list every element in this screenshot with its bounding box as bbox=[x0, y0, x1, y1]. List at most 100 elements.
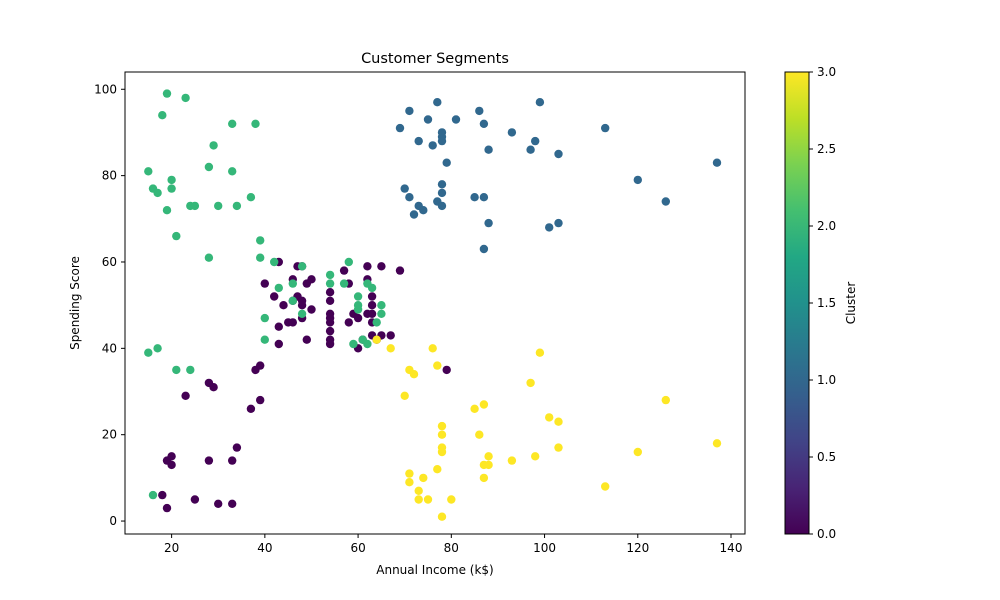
data-point-cluster-0 bbox=[307, 305, 316, 314]
data-point-cluster-2 bbox=[353, 305, 363, 314]
data-point-cluster-3 bbox=[433, 361, 442, 370]
data-point-cluster-2 bbox=[325, 279, 335, 288]
data-point-cluster-2 bbox=[344, 257, 353, 267]
data-point-cluster-1 bbox=[437, 180, 447, 189]
data-point-cluster-2 bbox=[232, 201, 242, 211]
data-point-cluster-2 bbox=[288, 296, 297, 305]
data-point-cluster-0 bbox=[228, 456, 237, 465]
data-point-cluster-1 bbox=[414, 136, 423, 146]
colorbar-tick-label: 2.5 bbox=[817, 142, 836, 156]
data-point-cluster-0 bbox=[209, 383, 218, 392]
data-point-cluster-3 bbox=[437, 421, 447, 431]
data-point-cluster-0 bbox=[325, 318, 335, 327]
data-point-cluster-2 bbox=[209, 141, 218, 150]
colorbar-label: Cluster bbox=[844, 282, 858, 325]
data-point-cluster-2 bbox=[172, 231, 181, 241]
data-point-cluster-2 bbox=[353, 292, 363, 301]
colorbar-tick-label: 2.0 bbox=[817, 219, 836, 233]
data-point-cluster-2 bbox=[349, 339, 358, 349]
x-tick-label: 120 bbox=[626, 541, 649, 555]
x-tick-label: 60 bbox=[350, 541, 365, 555]
data-point-cluster-2 bbox=[297, 309, 307, 318]
data-point-cluster-3 bbox=[447, 495, 456, 504]
data-point-cluster-1 bbox=[437, 136, 447, 146]
data-point-cluster-2 bbox=[190, 201, 200, 211]
data-point-cluster-2 bbox=[339, 279, 349, 288]
data-point-cluster-0 bbox=[297, 301, 307, 310]
data-point-cluster-0 bbox=[325, 326, 335, 336]
data-point-cluster-2 bbox=[260, 335, 269, 344]
data-point-cluster-3 bbox=[545, 413, 554, 422]
data-point-cluster-1 bbox=[451, 115, 461, 124]
data-point-cluster-1 bbox=[554, 149, 563, 159]
data-point-cluster-3 bbox=[405, 478, 414, 487]
chart-title: Customer Segments bbox=[361, 51, 509, 67]
data-point-cluster-1 bbox=[526, 145, 535, 154]
colorbar-ticks: 0.0 0.5 1.0 1.5 2.0 2.5 3.0 bbox=[809, 65, 836, 541]
y-axis-label: Spending Score bbox=[68, 256, 82, 350]
data-point-cluster-0 bbox=[302, 335, 311, 344]
data-point-cluster-2 bbox=[148, 490, 158, 500]
data-point-cluster-3 bbox=[535, 348, 545, 357]
data-point-cluster-2 bbox=[204, 253, 214, 262]
x-axis-label: Annual Income (k$) bbox=[376, 563, 493, 577]
y-tick-label: 80 bbox=[102, 169, 117, 183]
data-point-cluster-2 bbox=[228, 119, 237, 128]
data-point-cluster-1 bbox=[437, 188, 447, 198]
data-point-cluster-1 bbox=[470, 193, 479, 202]
data-point-cluster-2 bbox=[181, 93, 190, 103]
data-point-cluster-1 bbox=[633, 175, 642, 185]
plot-area-frame bbox=[124, 71, 746, 535]
data-point-cluster-0 bbox=[246, 404, 256, 413]
data-point-cluster-2 bbox=[372, 318, 381, 327]
data-point-cluster-3 bbox=[405, 469, 414, 478]
data-point-cluster-2 bbox=[204, 162, 214, 172]
data-point-cluster-2 bbox=[144, 167, 153, 176]
y-tick-label: 60 bbox=[102, 255, 117, 269]
colorbar bbox=[784, 71, 810, 535]
data-point-cluster-1 bbox=[661, 197, 670, 206]
data-point-cluster-2 bbox=[214, 201, 223, 211]
data-point-cluster-0 bbox=[274, 339, 283, 349]
data-point-cluster-2 bbox=[172, 365, 181, 375]
data-point-cluster-3 bbox=[386, 344, 395, 353]
data-point-cluster-0 bbox=[367, 292, 377, 301]
data-point-cluster-3 bbox=[554, 443, 563, 452]
data-point-cluster-2 bbox=[270, 257, 279, 267]
data-point-cluster-2 bbox=[246, 193, 256, 202]
data-point-cluster-0 bbox=[307, 275, 316, 284]
data-point-cluster-3 bbox=[484, 452, 493, 461]
data-point-cluster-3 bbox=[433, 465, 442, 474]
data-point-cluster-1 bbox=[437, 201, 447, 211]
x-tick-label: 40 bbox=[257, 541, 272, 555]
data-point-cluster-0 bbox=[325, 288, 335, 297]
data-point-cluster-2 bbox=[144, 348, 153, 357]
data-point-cluster-2 bbox=[158, 111, 167, 120]
data-point-cluster-2 bbox=[260, 313, 269, 323]
data-point-cluster-2 bbox=[228, 167, 237, 176]
data-point-cluster-1 bbox=[545, 223, 554, 232]
data-point-cluster-2 bbox=[363, 339, 372, 349]
data-point-cluster-2 bbox=[377, 309, 386, 318]
data-point-cluster-1 bbox=[479, 244, 489, 254]
data-point-cluster-2 bbox=[274, 283, 283, 293]
data-point-cluster-0 bbox=[279, 301, 288, 310]
y-tick-label: 40 bbox=[102, 341, 117, 355]
data-point-cluster-3 bbox=[633, 447, 642, 457]
data-point-cluster-1 bbox=[409, 210, 419, 219]
data-point-cluster-1 bbox=[423, 115, 433, 124]
data-point-cluster-2 bbox=[153, 188, 162, 198]
data-point-cluster-3 bbox=[531, 452, 540, 461]
data-point-cluster-3 bbox=[409, 370, 419, 379]
data-point-cluster-0 bbox=[344, 318, 353, 327]
data-point-cluster-0 bbox=[256, 361, 265, 370]
data-point-cluster-3 bbox=[437, 512, 447, 521]
data-point-cluster-2 bbox=[162, 206, 172, 215]
colorbar-tick-label: 1.0 bbox=[817, 373, 836, 387]
data-point-cluster-3 bbox=[414, 486, 423, 495]
data-point-cluster-2 bbox=[377, 301, 386, 310]
data-point-cluster-0 bbox=[162, 503, 172, 513]
data-point-cluster-1 bbox=[535, 98, 545, 107]
